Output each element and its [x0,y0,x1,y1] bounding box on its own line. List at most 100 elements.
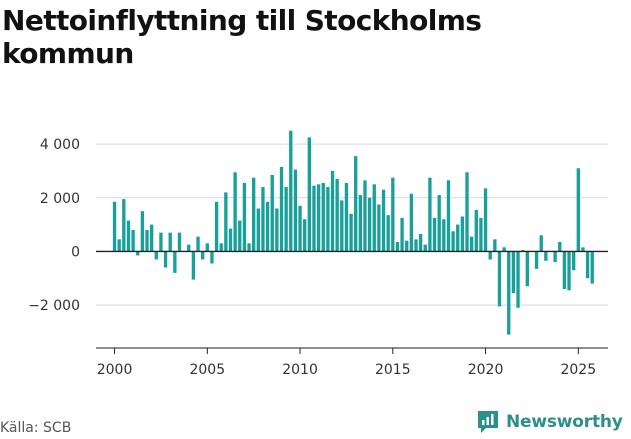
bar [200,251,205,260]
axes [96,250,608,354]
tick-labels: −2 000 0 2 000 4 000 2000 2005 2010 2015 2020 202… [28,137,596,378]
bar [381,189,386,252]
bar [149,224,154,252]
x-tick-label: 2015 [375,362,411,378]
x-tick-label: 2020 [468,362,504,378]
bar [497,251,502,307]
bar [451,231,455,252]
bar [112,201,117,252]
newsworthy-logo: Newsworthy [476,408,623,436]
bar [567,251,571,291]
bar [349,213,353,252]
bar [544,251,548,261]
bar [122,199,126,252]
bar [298,205,302,252]
bar [256,208,260,252]
bar [354,156,358,252]
x-tick-label: 2000 [97,362,133,378]
bar [432,217,437,252]
bar [289,130,293,252]
bar [126,220,131,252]
bar [177,232,182,252]
bar [284,187,288,252]
bar [270,174,274,252]
bar [456,224,460,252]
bar [469,236,474,252]
y-tick-label: 2 000 [40,191,80,207]
bar [293,169,298,252]
bar [525,251,529,287]
bar [488,251,492,260]
bar [507,251,511,335]
bar [344,183,349,252]
bar [358,195,363,252]
bar [154,251,158,260]
bar [558,242,562,252]
bar [572,251,576,271]
bar [224,192,228,252]
x-tick-label: 2010 [282,362,318,378]
bar [502,247,506,252]
bar [409,193,414,252]
bar [590,251,594,284]
bar [400,217,404,252]
bar [423,244,427,252]
bar [303,219,307,252]
bar [163,251,168,268]
bar [316,184,321,252]
bar [377,204,381,252]
bar [553,251,557,263]
bar [265,201,270,252]
grid-lines [96,143,608,306]
bar [191,251,196,280]
bar [330,170,335,252]
bar [581,247,585,252]
bar [140,211,145,252]
bar [534,251,539,269]
bar [446,180,451,252]
bar [210,251,214,264]
bar [460,216,465,252]
bar [214,201,219,252]
chart-title: Nettoinflyttning till Stockholms kommun [2,4,482,70]
bar [247,243,251,252]
bar [465,172,469,252]
bar [307,137,312,252]
bar [414,239,418,252]
bar [493,239,497,252]
y-tick-label: 4 000 [40,137,80,153]
bar [474,209,478,252]
bar [511,251,516,293]
bar [395,242,400,252]
bar [363,180,367,252]
bar [585,251,590,279]
bar [386,215,390,252]
bar [483,188,488,252]
bar [576,168,580,252]
bar [233,172,237,252]
bar [437,195,441,252]
bar [187,244,191,252]
bar [279,166,284,252]
bar [238,220,242,252]
y-tick-label: −2 000 [28,298,80,314]
y-tick-label: 0 [71,244,80,260]
bar [205,243,209,252]
bar [418,233,423,252]
bar [173,251,177,273]
bar [261,187,265,252]
bar [136,251,140,256]
bar [428,177,432,252]
bar [340,200,344,252]
bar [335,178,339,252]
bar [252,177,256,252]
bar [117,239,121,252]
bar [159,232,163,252]
brand-name: Newsworthy [506,412,623,432]
bar [196,236,200,252]
bar [479,217,483,252]
x-tick-label: 2005 [189,362,225,378]
bar [228,228,233,252]
bar [321,183,325,252]
bar [391,177,395,252]
